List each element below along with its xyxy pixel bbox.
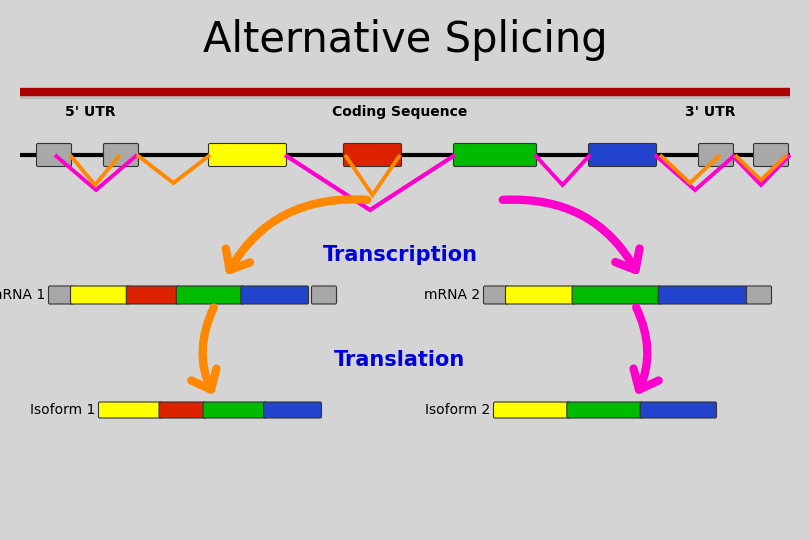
FancyBboxPatch shape (698, 144, 734, 166)
Text: mRNA 1: mRNA 1 (0, 288, 45, 302)
FancyBboxPatch shape (159, 402, 206, 418)
FancyBboxPatch shape (659, 286, 748, 304)
Text: Transcription: Transcription (322, 245, 478, 265)
FancyBboxPatch shape (484, 286, 509, 304)
FancyBboxPatch shape (747, 286, 771, 304)
FancyBboxPatch shape (203, 402, 266, 418)
FancyBboxPatch shape (126, 286, 179, 304)
FancyBboxPatch shape (589, 144, 656, 166)
FancyBboxPatch shape (104, 144, 139, 166)
Text: Isoform 1: Isoform 1 (30, 403, 95, 417)
FancyBboxPatch shape (208, 144, 287, 166)
FancyBboxPatch shape (753, 144, 788, 166)
Text: 5' UTR: 5' UTR (65, 105, 115, 119)
FancyBboxPatch shape (263, 402, 322, 418)
FancyBboxPatch shape (36, 144, 71, 166)
FancyBboxPatch shape (177, 286, 244, 304)
Text: 3' UTR: 3' UTR (684, 105, 735, 119)
Text: mRNA 2: mRNA 2 (424, 288, 480, 302)
FancyBboxPatch shape (493, 402, 569, 418)
FancyBboxPatch shape (454, 144, 536, 166)
FancyBboxPatch shape (70, 286, 130, 304)
Text: Alternative Splicing: Alternative Splicing (202, 19, 608, 61)
FancyBboxPatch shape (572, 286, 661, 304)
FancyBboxPatch shape (99, 402, 162, 418)
Text: Coding Sequence: Coding Sequence (332, 105, 467, 119)
FancyArrowPatch shape (226, 199, 367, 270)
FancyBboxPatch shape (640, 402, 717, 418)
FancyArrowPatch shape (191, 307, 216, 390)
FancyBboxPatch shape (343, 144, 402, 166)
FancyBboxPatch shape (505, 286, 575, 304)
FancyArrowPatch shape (633, 307, 659, 390)
Text: Translation: Translation (335, 350, 466, 370)
FancyBboxPatch shape (49, 286, 74, 304)
FancyBboxPatch shape (241, 286, 309, 304)
FancyBboxPatch shape (312, 286, 336, 304)
FancyBboxPatch shape (567, 402, 643, 418)
FancyArrowPatch shape (503, 200, 640, 270)
Text: Isoform 2: Isoform 2 (424, 403, 490, 417)
